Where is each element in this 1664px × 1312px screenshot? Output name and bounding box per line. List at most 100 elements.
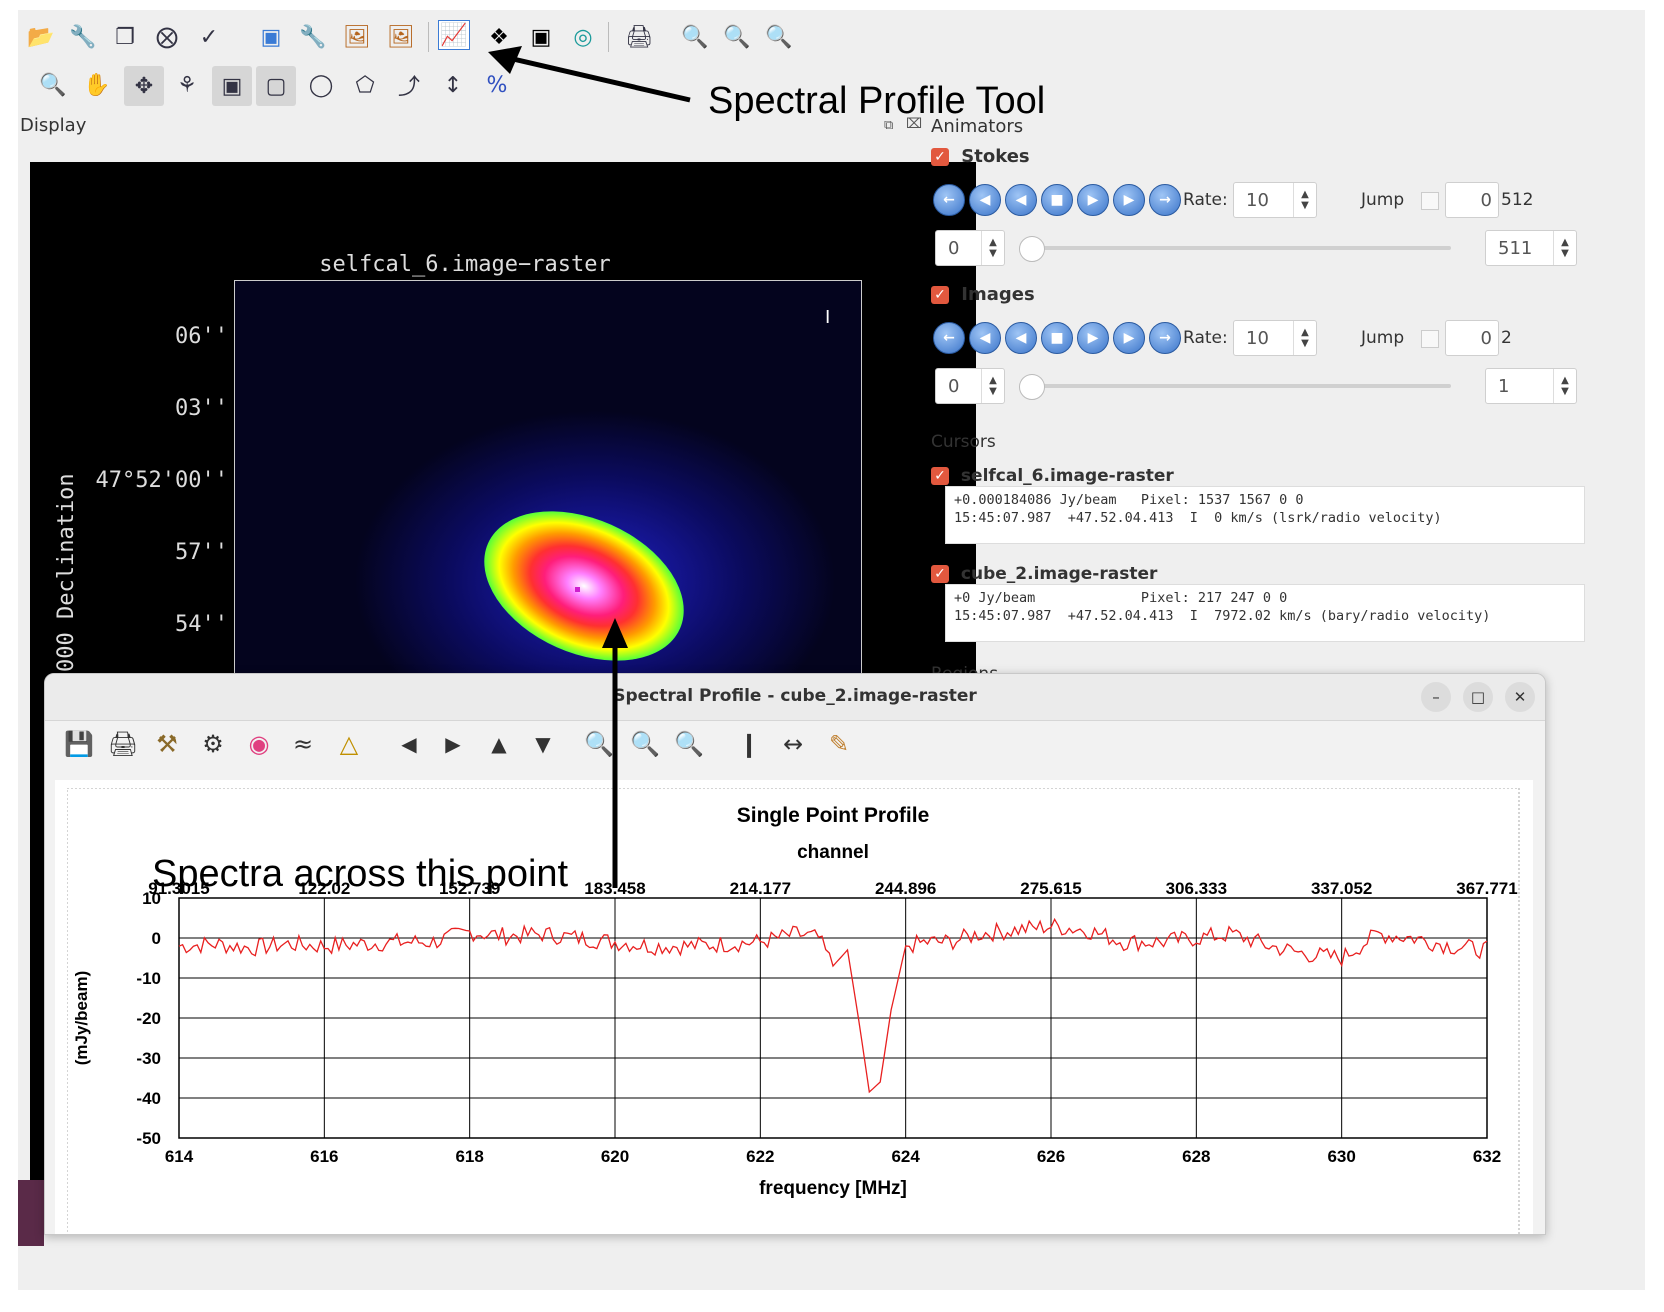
top-axis-label: channel xyxy=(797,842,869,863)
pan-right-icon[interactable]: ▶ xyxy=(435,726,471,762)
stokes-rate-input[interactable]: 10 ▲ ▼ xyxy=(1233,182,1317,218)
stokes-jump-input[interactable]: 0 xyxy=(1445,182,1499,218)
spin-arrows-icon[interactable]: ▲ ▼ xyxy=(1553,369,1576,403)
point-tool-icon[interactable]: ▣ xyxy=(212,66,252,106)
pan-down-icon[interactable]: ▼ xyxy=(525,726,561,762)
cursor-item-1-readout: +0.000184086 Jy/beam Pixel: 1537 1567 0 … xyxy=(945,486,1585,544)
maximize-button[interactable]: □ xyxy=(1463,682,1493,712)
print-icon[interactable]: 🖨 xyxy=(105,726,141,762)
contour-icon[interactable]: ◎ xyxy=(566,20,600,54)
tool-annotation: Spectral Profile Tool xyxy=(708,80,1045,123)
zoom-out-icon[interactable]: 🔍 xyxy=(762,20,796,54)
print-icon[interactable]: 🖨 xyxy=(622,20,656,54)
zoom-in-icon[interactable]: 🔍 xyxy=(720,20,754,54)
images-play-button[interactable]: ▶ xyxy=(1077,322,1109,354)
stokes-play-button[interactable]: ▶ xyxy=(1077,184,1109,216)
images-rate-input[interactable]: 10 ▲ ▼ xyxy=(1233,320,1317,356)
histogram-icon[interactable]: ▣ xyxy=(524,20,558,54)
data-manager-wrench-icon[interactable]: 🔧 xyxy=(66,20,100,54)
cursor-item-1-checkbox[interactable]: ✓ xyxy=(931,467,949,485)
top-tick-label: 337.052 xyxy=(1311,879,1372,898)
stokes-forward-button[interactable]: → xyxy=(1149,184,1181,216)
images-slider[interactable] xyxy=(1027,384,1451,388)
export-tools-icon[interactable]: ⚒ xyxy=(149,726,185,762)
images-jump-checkbox[interactable] xyxy=(1421,330,1439,348)
annotation-tool-icon[interactable]: % xyxy=(480,68,514,102)
images-forward-button[interactable]: → xyxy=(1149,322,1181,354)
stokes-to-start-button[interactable]: ◀ xyxy=(969,184,1001,216)
panel-options-icon[interactable]: 🔧 xyxy=(296,20,330,54)
stokes-end-input[interactable]: 511 ▲ ▼ xyxy=(1485,230,1577,266)
pan-left-icon[interactable]: ◀ xyxy=(391,726,427,762)
stokes-jump-checkbox[interactable] xyxy=(1421,192,1439,210)
color-wheel-icon[interactable]: ◉ xyxy=(241,726,277,762)
data-options-icon[interactable]: ▣ xyxy=(254,20,288,54)
triangle-tool-icon[interactable]: △ xyxy=(331,726,367,762)
zoom-in-icon[interactable]: 🔍 xyxy=(627,726,663,762)
fit-tool-icon[interactable]: ❖ xyxy=(482,20,516,54)
stokes-slider[interactable] xyxy=(1027,246,1451,250)
stokes-checkbox[interactable]: ✓ xyxy=(931,148,949,166)
dec-axis-label: 000 Declination xyxy=(54,473,79,672)
stokes-step-back-button[interactable]: ◀ xyxy=(1005,184,1037,216)
spin-arrows-icon[interactable]: ▲ ▼ xyxy=(981,231,1004,265)
save-icon[interactable]: 💾 xyxy=(61,726,97,762)
stokes-start-input[interactable]: 0 ▲ ▼ xyxy=(935,230,1005,266)
rectangle-tool-icon[interactable]: ▢ xyxy=(256,66,296,106)
colormap-tool-icon[interactable]: ⚘ xyxy=(170,68,204,102)
close-panel-icon[interactable]: ⨂ xyxy=(150,20,184,54)
images-checkbox[interactable]: ✓ xyxy=(931,286,949,304)
zoom-fit-icon[interactable]: 🔍 xyxy=(678,20,712,54)
zoom-fit-icon[interactable]: 🔍 xyxy=(581,726,617,762)
spin-arrows-icon[interactable]: ▲ ▼ xyxy=(1293,321,1316,355)
open-folder-icon[interactable]: 📂 xyxy=(24,20,58,54)
spin-arrows-icon[interactable]: ▲ ▼ xyxy=(1293,183,1316,217)
stokes-stop-button[interactable]: ■ xyxy=(1041,184,1073,216)
zoom-tool-icon[interactable]: 🔍 xyxy=(36,68,70,102)
polygon-tool-icon[interactable]: ⬠ xyxy=(348,68,382,102)
stokes-slider-knob[interactable] xyxy=(1019,236,1045,262)
cursor-item-2-checkbox[interactable]: ✓ xyxy=(931,565,949,583)
images-total: 2 xyxy=(1501,328,1512,348)
smoothing-icon[interactable]: ≈ xyxy=(285,726,321,762)
cursor-item-2-readout: +0 Jy/beam Pixel: 217 247 0 0 15:45:07.98… xyxy=(945,584,1585,642)
y-tick-label: -10 xyxy=(136,969,161,988)
images-end-input[interactable]: 1 ▲ ▼ xyxy=(1485,368,1577,404)
top-tick-label: 367.771 xyxy=(1456,879,1517,898)
spectral-profile-icon[interactable]: 📈 xyxy=(438,20,470,50)
images-jump-input[interactable]: 0 xyxy=(1445,320,1499,356)
minimize-button[interactable]: – xyxy=(1421,682,1451,712)
plot-area[interactable]: 614 616 618 620 622 624 626 628 630 632 91.3015 122… xyxy=(55,780,1533,1234)
images-rewind-button[interactable]: ← xyxy=(933,322,965,354)
zoom-out-icon[interactable]: 🔍 xyxy=(671,726,707,762)
dec-tick-label: 03'' xyxy=(175,396,228,421)
unload-icon[interactable]: ✓ xyxy=(192,20,226,54)
polyline-tool-icon[interactable]: ⤴ xyxy=(392,68,426,102)
spin-arrows-icon[interactable]: ▲ ▼ xyxy=(1553,231,1576,265)
images-step-back-button[interactable]: ◀ xyxy=(1005,322,1037,354)
images-to-start-button[interactable]: ◀ xyxy=(969,322,1001,354)
dec-tick-label: 06'' xyxy=(175,324,228,349)
stokes-rewind-button[interactable]: ← xyxy=(933,184,965,216)
restore-panel-icon[interactable]: 🖼 xyxy=(384,20,418,54)
spin-arrows-icon[interactable]: ▲ ▼ xyxy=(981,369,1004,403)
ellipse-tool-icon[interactable]: ◯ xyxy=(304,68,338,102)
close-button[interactable]: ✕ xyxy=(1505,682,1535,712)
position-velocity-icon[interactable]: ↕ xyxy=(436,68,470,102)
range-select-icon[interactable]: ❙ xyxy=(731,726,767,762)
stokes-to-end-button[interactable]: ▶ xyxy=(1113,184,1145,216)
pan-up-icon[interactable]: ▲ xyxy=(481,726,517,762)
images-to-end-button[interactable]: ▶ xyxy=(1113,322,1145,354)
settings-gear-icon[interactable]: ⚙ xyxy=(195,726,231,762)
x-tick-label: 620 xyxy=(601,1147,629,1166)
pan-tool-icon[interactable]: ✋ xyxy=(80,68,114,102)
annotate-pencil-icon[interactable]: ✎ xyxy=(821,726,857,762)
save-panel-icon[interactable]: 🖼 xyxy=(340,20,374,54)
spectral-profile-titlebar[interactable]: Spectral Profile - cube_2.image-raster –… xyxy=(45,674,1545,721)
images-slider-knob[interactable] xyxy=(1019,374,1045,400)
move-tool-icon[interactable]: ✥ xyxy=(124,66,164,106)
images-stop-button[interactable]: ■ xyxy=(1041,322,1073,354)
horizontal-range-icon[interactable]: ↔ xyxy=(775,726,811,762)
new-panel-icon[interactable]: ❐ xyxy=(108,20,142,54)
images-start-input[interactable]: 0 ▲ ▼ xyxy=(935,368,1005,404)
